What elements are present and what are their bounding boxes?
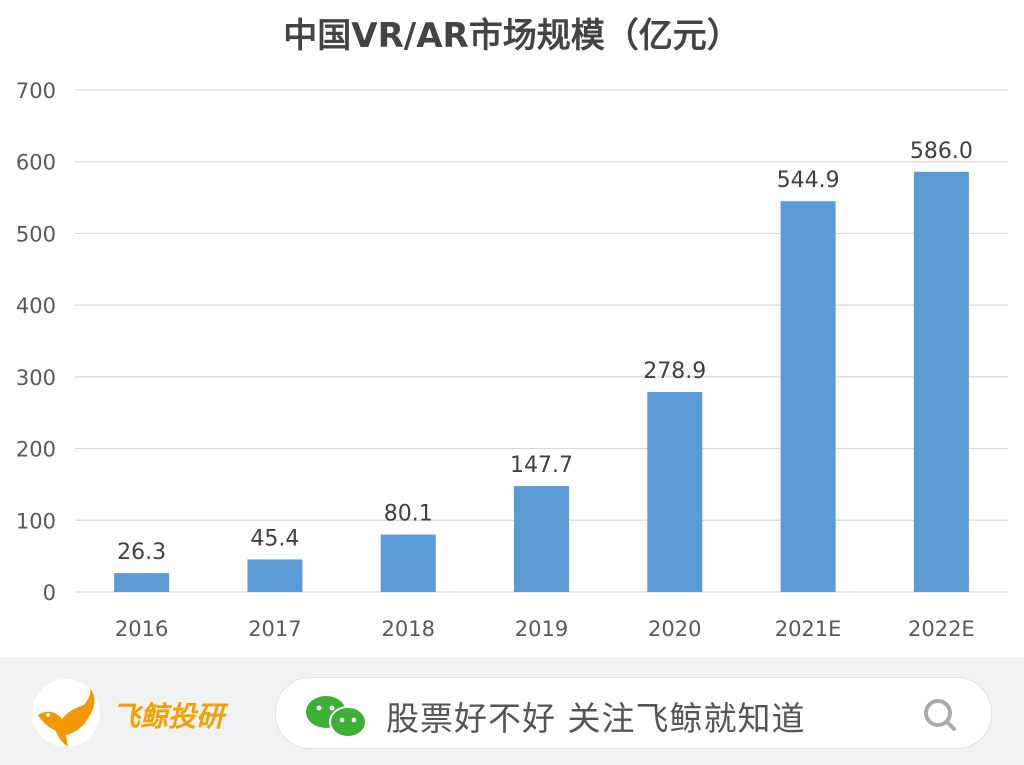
data-label: 80.1 [384, 502, 433, 527]
y-tick-label: 400 [16, 294, 56, 318]
chart-title: 中国VR/AR市场规模（亿元） [283, 16, 741, 56]
bar-2019 [514, 486, 569, 592]
x-tick-label: 2021E [775, 617, 842, 641]
bar-2022E [913, 171, 969, 593]
data-label: 147.7 [510, 453, 573, 478]
slogan-text: 股票好不好 关注飞鲸就知道 [386, 699, 806, 738]
data-label: 544.9 [777, 168, 840, 193]
x-tick-label: 2017 [248, 617, 301, 641]
y-tick-label: 200 [16, 438, 56, 462]
y-tick-label: 0 [43, 581, 56, 605]
bar-2020 [647, 391, 703, 592]
brand-name: 飞鲸投研 [112, 700, 225, 733]
x-tick-label: 2018 [381, 617, 434, 641]
x-tick-label: 2016 [115, 617, 168, 641]
x-tick-label: 2022E [908, 617, 975, 641]
x-tick-label: 2020 [648, 617, 701, 641]
bar-2021E [780, 201, 836, 592]
y-tick-label: 700 [16, 79, 56, 103]
search-bar[interactable]: 股票好不好 关注飞鲸就知道 [275, 677, 992, 749]
search-icon[interactable] [923, 698, 957, 732]
y-tick-label: 300 [16, 366, 56, 390]
y-tick-label: 500 [16, 222, 56, 246]
y-tick-label: 100 [16, 509, 56, 533]
bar-2016 [114, 573, 170, 592]
data-label: 26.3 [117, 540, 166, 565]
bar-2017 [247, 559, 303, 592]
data-label: 586.0 [910, 139, 973, 164]
y-tick-label: 600 [16, 151, 56, 175]
data-label: 45.4 [250, 526, 299, 551]
footer-banner: 飞鲸投研 股票好不好 关注飞鲸就知道 [0, 657, 1024, 765]
x-tick-label: 2019 [515, 617, 568, 641]
bar-2018 [380, 534, 436, 592]
wechat-icon [306, 696, 367, 738]
whale-logo-icon [32, 679, 100, 747]
data-label: 278.9 [643, 359, 706, 384]
bar-chart: 0 100 200 300 400 500 600 700 26.3 2016 45.4 2017 80… [16, 79, 1008, 641]
